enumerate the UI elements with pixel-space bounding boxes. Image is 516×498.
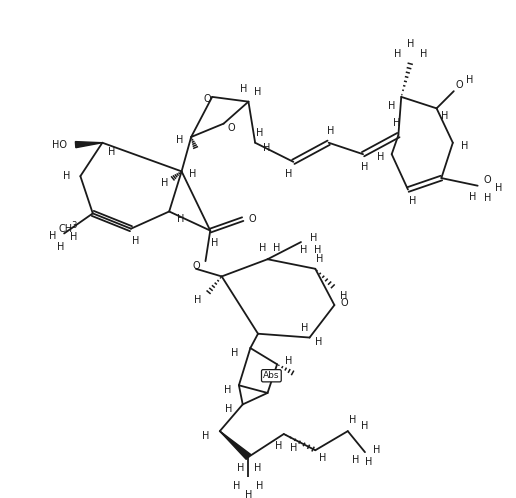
Text: H: H bbox=[314, 245, 321, 254]
Text: CH: CH bbox=[58, 224, 72, 234]
Text: H: H bbox=[377, 152, 384, 162]
Text: H: H bbox=[285, 357, 292, 367]
Text: H: H bbox=[407, 39, 414, 49]
Text: H: H bbox=[388, 102, 395, 112]
Text: H: H bbox=[285, 169, 292, 179]
Text: H: H bbox=[224, 385, 231, 395]
Text: H: H bbox=[132, 236, 139, 246]
Text: H: H bbox=[189, 169, 197, 179]
Polygon shape bbox=[75, 141, 102, 148]
Text: H: H bbox=[316, 254, 324, 264]
Text: H: H bbox=[254, 87, 262, 97]
Text: H: H bbox=[57, 242, 64, 252]
Text: H: H bbox=[256, 128, 264, 138]
Text: H: H bbox=[349, 415, 356, 425]
Text: H: H bbox=[108, 147, 116, 157]
Text: H: H bbox=[310, 233, 317, 243]
Text: H: H bbox=[352, 455, 359, 465]
Text: H: H bbox=[340, 290, 348, 300]
Text: H: H bbox=[160, 178, 168, 188]
Text: H: H bbox=[365, 457, 373, 467]
Text: H: H bbox=[273, 243, 281, 253]
Text: H: H bbox=[254, 463, 262, 474]
Text: H: H bbox=[393, 118, 400, 127]
Text: O: O bbox=[340, 298, 348, 308]
Text: H: H bbox=[373, 445, 380, 455]
Text: H: H bbox=[300, 245, 308, 254]
Text: H: H bbox=[276, 441, 283, 451]
Text: Abs: Abs bbox=[263, 371, 280, 380]
Text: H: H bbox=[466, 75, 474, 85]
Text: H: H bbox=[233, 481, 240, 491]
Text: H: H bbox=[289, 443, 297, 453]
Text: O: O bbox=[456, 81, 463, 91]
Text: H: H bbox=[483, 193, 491, 203]
Text: H: H bbox=[441, 111, 448, 121]
Text: H: H bbox=[49, 231, 56, 242]
Text: H: H bbox=[495, 183, 503, 193]
Text: O: O bbox=[228, 124, 235, 133]
Text: H: H bbox=[70, 232, 77, 242]
Text: H: H bbox=[177, 214, 184, 224]
Polygon shape bbox=[220, 431, 251, 460]
Text: H: H bbox=[176, 135, 183, 145]
Text: H: H bbox=[237, 463, 245, 474]
Text: H: H bbox=[319, 453, 327, 463]
Text: 3: 3 bbox=[72, 221, 77, 230]
Text: H: H bbox=[327, 126, 334, 136]
Text: H: H bbox=[301, 323, 309, 333]
Text: H: H bbox=[224, 404, 232, 414]
Text: H: H bbox=[315, 337, 323, 347]
Text: O: O bbox=[204, 94, 211, 104]
Text: H: H bbox=[394, 49, 401, 59]
Text: H: H bbox=[240, 84, 247, 94]
Text: H: H bbox=[63, 171, 71, 181]
Text: H: H bbox=[361, 421, 368, 431]
Text: H: H bbox=[263, 142, 270, 152]
Text: H: H bbox=[361, 162, 368, 172]
Text: H: H bbox=[231, 348, 239, 358]
Text: HO: HO bbox=[52, 139, 67, 149]
Text: H: H bbox=[245, 490, 252, 498]
Text: H: H bbox=[202, 431, 209, 441]
Text: H: H bbox=[409, 196, 416, 206]
Text: H: H bbox=[461, 140, 468, 150]
Text: O: O bbox=[483, 175, 491, 185]
Text: H: H bbox=[194, 295, 202, 305]
Text: H: H bbox=[256, 481, 264, 491]
Text: O: O bbox=[249, 214, 256, 224]
Text: H: H bbox=[259, 243, 266, 253]
Text: O: O bbox=[192, 261, 200, 271]
Text: H: H bbox=[421, 49, 428, 59]
Text: H: H bbox=[469, 192, 477, 202]
Text: H: H bbox=[212, 238, 219, 248]
